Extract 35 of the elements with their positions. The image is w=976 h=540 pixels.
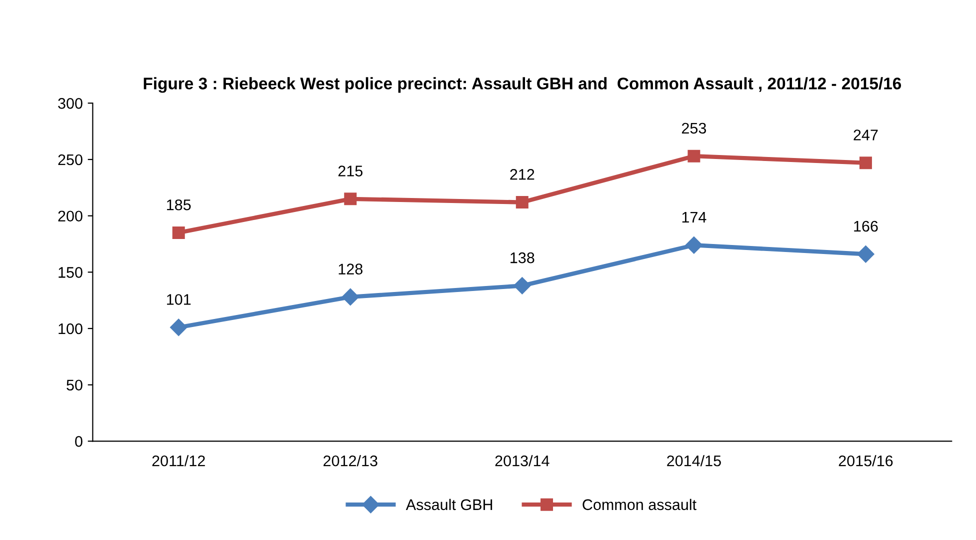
x-tick-label: 2015/16	[838, 455, 893, 466]
point	[172, 226, 185, 239]
point	[859, 156, 872, 170]
x-tick-label: 2012/13	[324, 455, 378, 466]
y-tick-label: 250	[58, 154, 82, 166]
y-tick-label: 100	[58, 323, 82, 334]
chart-title: Figure 3 : Riebeeck West police precinct: Assault GBH and Common Assault , 2011/12 - 2015/16	[144, 77, 902, 93]
data-label: 166	[854, 220, 878, 232]
x-tick-label: 2011/12	[152, 455, 205, 466]
data-label: 212	[510, 169, 534, 180]
point	[857, 246, 874, 263]
data-label: 101	[167, 294, 191, 305]
point	[516, 196, 528, 209]
point	[342, 288, 359, 306]
data-label: 215	[338, 166, 362, 176]
data-label: 247	[854, 130, 878, 140]
y-tick-label: 200	[58, 210, 82, 222]
point	[514, 277, 531, 294]
data-label: 138	[510, 252, 534, 264]
data-label: 253	[682, 122, 706, 134]
x-tick-label: 2013/14	[495, 455, 550, 466]
point	[688, 150, 700, 162]
y-tick-label: 50	[66, 380, 82, 391]
y-tick-label: 150	[58, 267, 82, 278]
legend-label: Common assault	[582, 498, 696, 510]
y-tick-label: 0	[75, 436, 82, 447]
legend-label: Assault GBH	[406, 498, 492, 510]
x-tick-label: 2014/15	[667, 455, 721, 466]
y-tick-label: 300	[58, 98, 82, 109]
point	[344, 192, 357, 206]
data-label: 174	[682, 212, 706, 222]
data-label: 128	[338, 264, 362, 274]
point	[685, 236, 702, 254]
data-label: 185	[167, 199, 191, 210]
point	[170, 318, 188, 336]
